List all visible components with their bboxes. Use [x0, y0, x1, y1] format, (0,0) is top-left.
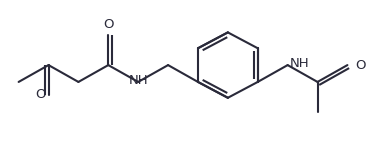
Text: NH: NH — [290, 57, 309, 70]
Text: O: O — [355, 59, 366, 72]
Text: O: O — [103, 18, 114, 31]
Text: O: O — [35, 88, 46, 101]
Text: NH: NH — [128, 74, 148, 87]
